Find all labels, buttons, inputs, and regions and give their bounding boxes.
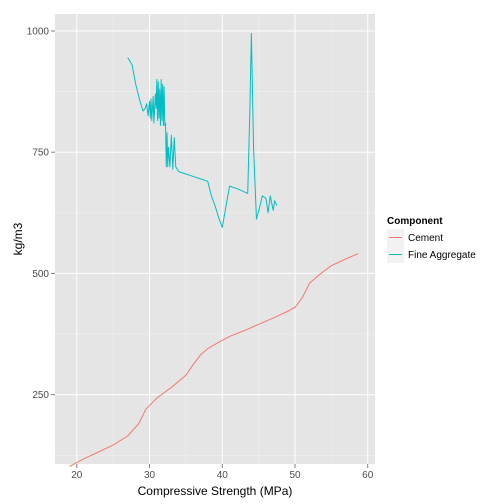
x-tick-label: 30 [144, 470, 156, 481]
legend-item-fine-aggregate: Fine Aggregate [387, 246, 476, 263]
y-tick-label: 250 [32, 390, 49, 401]
y-tick-label: 1000 [27, 26, 50, 37]
y-tick-label: 500 [32, 269, 49, 280]
x-tick-label: 60 [362, 470, 374, 481]
legend-title: Component [387, 216, 443, 227]
plot-panel [55, 14, 375, 464]
y-axis: 250 500 750 1000 [27, 26, 55, 401]
x-tick-label: 40 [217, 470, 229, 481]
x-tick-label: 50 [289, 470, 301, 481]
legend-item-cement: Cement [387, 229, 443, 246]
x-tick-label: 20 [71, 470, 83, 481]
legend-label-fine-aggregate: Fine Aggregate [408, 250, 476, 261]
x-axis: 20 30 40 50 60 [71, 464, 374, 481]
legend: Component Cement Fine Aggregate [387, 216, 476, 263]
series-line-cement [69, 253, 359, 467]
grid-major [55, 14, 375, 464]
series-line-fine-aggregate [127, 32, 278, 228]
legend-label-cement: Cement [408, 233, 443, 244]
series-layer [69, 32, 359, 467]
grid-minor [55, 14, 375, 464]
y-tick-label: 750 [32, 148, 49, 159]
x-axis-title: Compressive Strength (MPa) [138, 484, 293, 498]
y-axis-title: kg/m3 [11, 222, 25, 255]
